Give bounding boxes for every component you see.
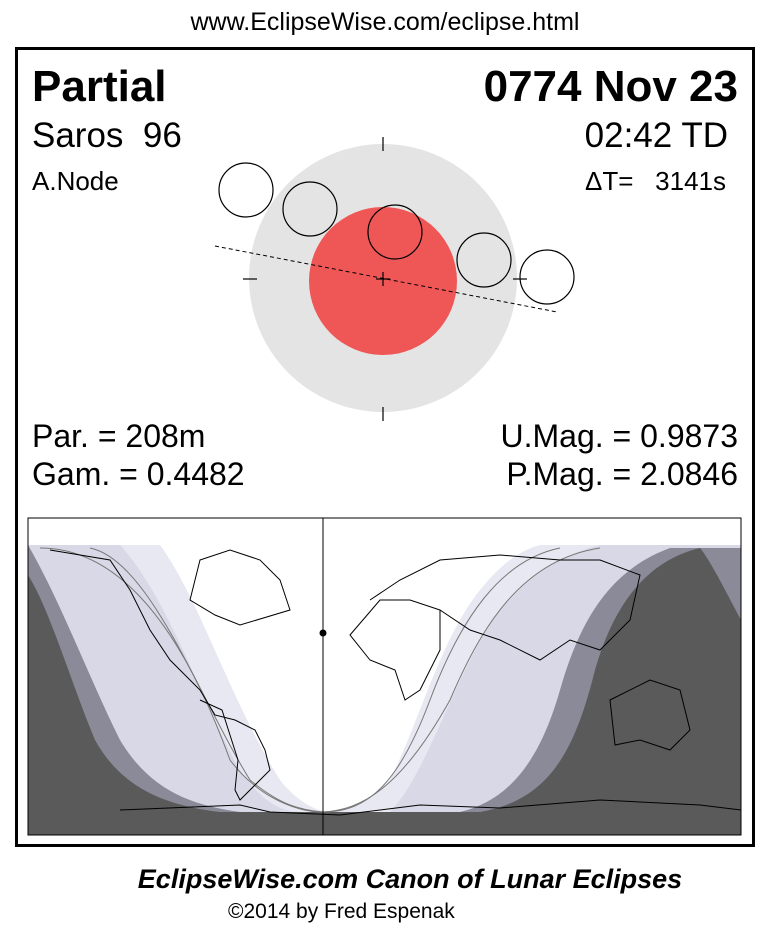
node: A.Node	[32, 166, 119, 196]
copyright: ©2014 by Fred Espenak	[228, 900, 455, 923]
map-region-dark-right	[480, 548, 741, 812]
saros-number: Saros 96	[32, 116, 182, 155]
moon-p4	[519, 249, 575, 305]
eclipse-type: Partial	[32, 62, 167, 111]
moon-greatest	[367, 204, 423, 260]
visibility-map	[27, 517, 742, 836]
umbral-magnitude: U.Mag. = 0.9873	[500, 418, 738, 454]
gamma: Gam. = 0.4482	[32, 456, 245, 492]
coastlines	[49, 549, 741, 816]
eclipse-panel	[15, 47, 755, 847]
source-url: www.EclipseWise.com/eclipse.html	[190, 8, 580, 36]
moon-u4	[456, 232, 512, 288]
partial-duration: Par. = 208m	[32, 418, 206, 454]
delta-t: ΔT= 3141s	[585, 166, 726, 196]
moon-u1	[282, 181, 338, 237]
moon-path-line	[214, 245, 558, 313]
contact-curves	[39, 547, 601, 813]
map-region-dark-left	[28, 575, 220, 812]
map-region-dark-south	[28, 812, 741, 835]
greatest-eclipse-point	[319, 629, 327, 637]
eclipse-date: 0774 Nov 23	[483, 62, 738, 111]
footer-title: EclipseWise.com Canon of Lunar Eclipses	[137, 864, 683, 894]
eclipse-time: 02:42 TD	[584, 116, 728, 155]
penumbral-magnitude: P.Mag. = 2.0846	[506, 456, 738, 492]
moon-p1	[218, 162, 274, 218]
map-region-visible	[160, 545, 540, 812]
moon-positions	[218, 162, 575, 305]
